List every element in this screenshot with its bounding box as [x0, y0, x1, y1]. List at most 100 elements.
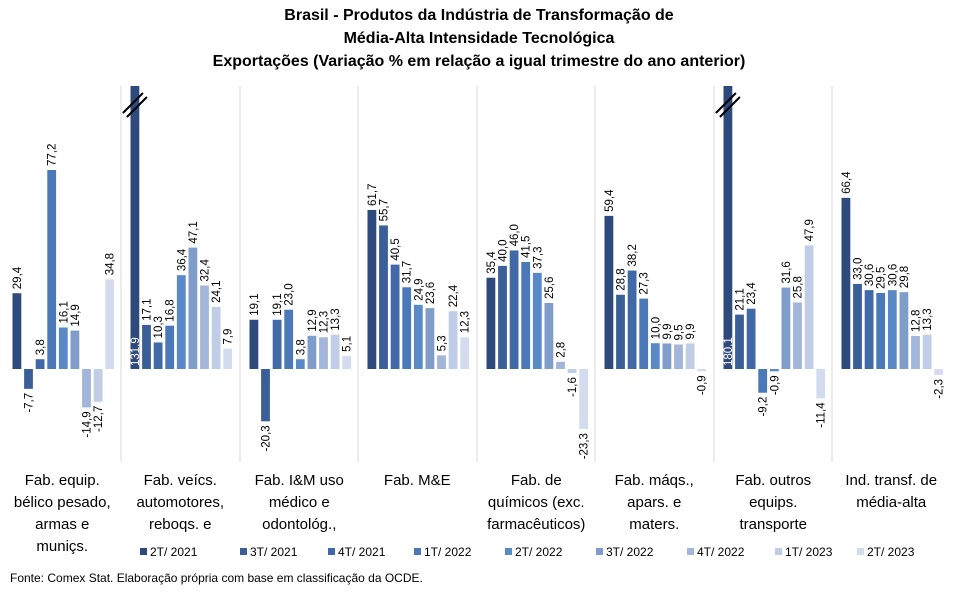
data-label: 66,4	[841, 171, 853, 194]
bar	[188, 247, 198, 369]
bar	[746, 308, 756, 369]
category-label: muniçs.	[36, 538, 88, 555]
legend-entry: 2T/ 2023	[867, 545, 915, 559]
bar	[130, 86, 140, 369]
data-label: 16,8	[165, 299, 177, 321]
data-label: 31,7	[402, 261, 414, 283]
source-note: Fonte: Comex Stat. Elaboração própria co…	[10, 571, 423, 585]
data-label: 34,8	[105, 253, 117, 275]
bar	[521, 262, 531, 369]
axis-break-mark	[126, 96, 148, 118]
data-label: 3,8	[35, 339, 47, 355]
category-label: odontológ.,	[262, 516, 336, 533]
data-label: 40,0	[498, 240, 510, 262]
bar	[685, 343, 695, 369]
category-label: Fab. outros	[735, 472, 811, 489]
data-label: 13,3	[330, 308, 342, 330]
bar	[769, 369, 779, 372]
bar	[639, 298, 649, 369]
bar	[70, 330, 80, 369]
bar	[176, 275, 186, 369]
bar	[674, 344, 683, 369]
bar	[12, 293, 22, 369]
data-label: 12,3	[319, 311, 331, 333]
data-label: 30,6	[864, 264, 876, 286]
data-label: -20,3	[261, 425, 273, 451]
category-label: Ind. transf. de	[845, 472, 937, 489]
bar	[735, 314, 744, 369]
bar	[448, 311, 458, 369]
bar	[509, 250, 519, 369]
data-label: 24,9	[413, 278, 425, 300]
legend-swatch	[596, 548, 603, 555]
bar	[662, 343, 672, 369]
data-label: 46,0	[509, 224, 521, 246]
data-label: 5,1	[342, 336, 354, 352]
category-label: reboqs. e	[149, 516, 212, 533]
data-label: -2,3	[934, 379, 946, 399]
data-label: 25,6	[544, 277, 556, 299]
data-label: 5,3	[437, 335, 449, 351]
data-label: -14,9	[82, 411, 94, 437]
data-label: 37,3	[532, 246, 544, 268]
data-label: -12,7	[93, 406, 105, 432]
category-label: químicos (exc.	[488, 494, 585, 511]
bar	[816, 369, 826, 399]
legend-swatch	[240, 548, 247, 555]
legend-swatch	[140, 548, 147, 555]
category-label: armas e	[35, 516, 89, 533]
category-label: apars. e	[627, 494, 681, 511]
legend-entry: 2T/ 2022	[515, 545, 563, 559]
data-label: 40,5	[390, 238, 402, 260]
bar	[249, 319, 259, 369]
category-label: bélico pesado,	[14, 494, 111, 511]
data-label: 13,3	[922, 308, 934, 330]
bar	[758, 369, 768, 393]
bar	[211, 306, 221, 369]
bar	[864, 290, 874, 369]
bar	[887, 290, 897, 369]
data-label: 19,1	[272, 293, 284, 315]
bar	[24, 369, 33, 389]
bar	[627, 270, 637, 369]
bar	[223, 348, 233, 369]
data-label: 31,6	[781, 261, 793, 283]
data-label: 38,2	[627, 244, 639, 266]
category-label: Fab. M&E	[384, 472, 451, 489]
category-label: maters.	[629, 516, 679, 533]
bar	[165, 325, 175, 369]
bar	[567, 369, 577, 374]
legend-swatch	[775, 548, 782, 555]
data-label: 47,1	[188, 221, 200, 243]
bar	[899, 292, 909, 369]
data-label: 32,4	[200, 258, 212, 281]
legend-entry: 2T/ 2021	[150, 545, 198, 559]
data-label: -7,7	[24, 393, 36, 413]
data-label: -23,3	[579, 433, 591, 459]
category-label: Fab. de	[511, 472, 562, 489]
bar	[142, 324, 151, 369]
category-label: Fab. máqs.,	[615, 472, 694, 489]
data-label: 131,9	[130, 337, 142, 366]
data-label: 25,8	[793, 276, 805, 298]
bar	[723, 86, 733, 369]
data-label: 30,6	[887, 264, 899, 286]
bar	[330, 334, 340, 369]
bar	[390, 264, 400, 369]
bar	[295, 359, 305, 369]
bar	[579, 369, 589, 430]
data-label: -0,9	[697, 375, 709, 395]
data-label: 180,1	[723, 337, 735, 366]
legend-swatch	[328, 548, 335, 555]
bar	[47, 170, 57, 369]
category-label: médico e	[269, 494, 330, 511]
data-label: 9,9	[685, 323, 697, 339]
bar	[272, 319, 282, 369]
bar	[616, 294, 625, 369]
bar	[153, 342, 163, 369]
category-label: farmacêuticos)	[487, 516, 585, 533]
data-label: -1,6	[567, 377, 579, 397]
legend-swatch	[857, 548, 864, 555]
legend-entry: 4T/ 2021	[338, 545, 386, 559]
data-label: 55,7	[379, 199, 391, 221]
